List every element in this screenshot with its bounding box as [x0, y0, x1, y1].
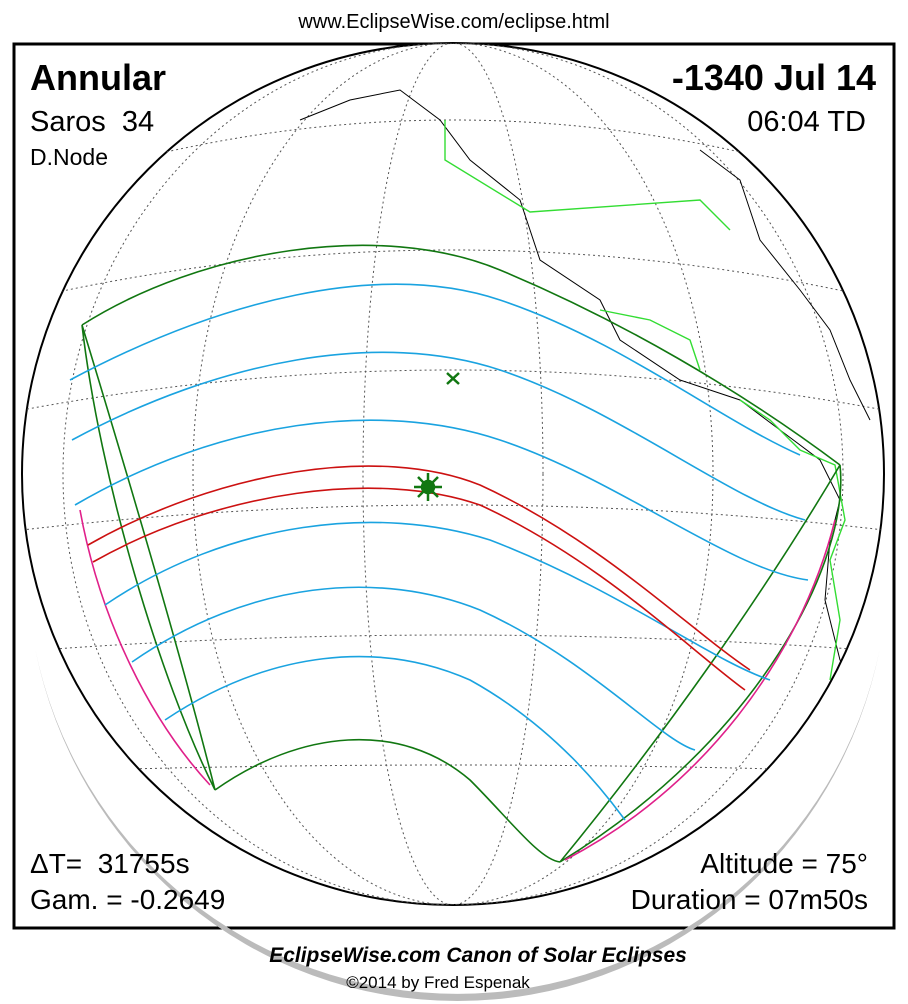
altitude: Altitude = 75° [700, 848, 868, 879]
date: -1340 Jul 14 [672, 57, 876, 98]
saros: Saros 34 [30, 106, 154, 138]
sunset-curve [559, 464, 842, 863]
meridian [192, 43, 714, 905]
parallel [22, 119, 884, 771]
node: D.Node [30, 144, 108, 170]
eclipse-path [69, 244, 842, 863]
globe-content [22, 43, 884, 905]
footer-title: EclipseWise.com Canon of Solar Eclipses [269, 944, 687, 967]
set-limit [564, 519, 836, 861]
duration: Duration = 07m50s [631, 884, 868, 915]
globe [21, 42, 885, 906]
sun-marker [414, 473, 442, 501]
eclipse-type: Annular [30, 57, 166, 98]
magnitude-line [104, 521, 771, 681]
penumbra-north-limit [81, 244, 841, 466]
greatest-eclipse-marker [446, 372, 460, 385]
delta-t: ΔT= 31755s [30, 848, 190, 879]
central-path-north [87, 465, 751, 671]
sunrise-curve [81, 324, 216, 791]
penumbra-south-limit [214, 738, 561, 863]
magnitude-line [164, 655, 626, 821]
time: 06:04 TD [747, 106, 866, 138]
central-path-south [92, 487, 746, 691]
magnitude-line [131, 586, 696, 751]
copyright: ©2014 by Fred Espenak [346, 973, 530, 992]
rise-limit [79, 509, 211, 786]
meridian [62, 43, 844, 905]
magnitude-line [69, 283, 801, 456]
meridian [362, 43, 544, 905]
graticule [22, 43, 884, 905]
url: www.EclipseWise.com/eclipse.html [297, 11, 609, 33]
gamma: Gam. = -0.2649 [30, 884, 225, 915]
magnitude-line [74, 419, 809, 581]
magnitude-line [71, 351, 806, 521]
